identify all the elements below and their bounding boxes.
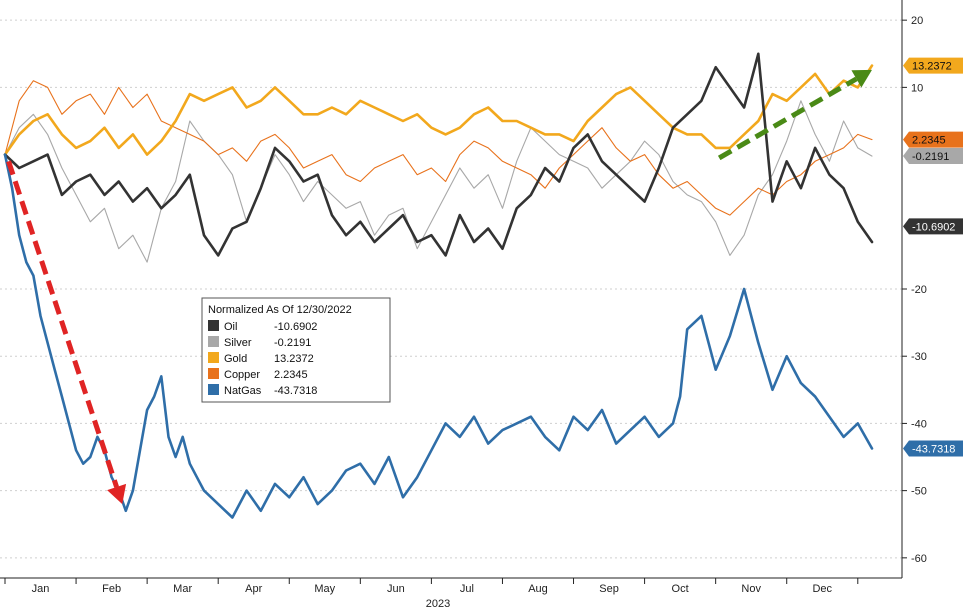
series-line-gold — [3, 64, 874, 156]
x-tick-label: Nov — [741, 583, 761, 595]
end-badge — [903, 218, 963, 235]
legend-series-value: -10.6902 — [274, 321, 317, 333]
legend-swatch — [208, 368, 219, 379]
series-line-copper — [4, 80, 873, 216]
x-tick-label: Dec — [812, 583, 832, 595]
end-badge-value: -43.7318 — [912, 443, 955, 455]
x-tick-label: Feb — [102, 583, 121, 595]
y-tick-label: 20 — [911, 15, 923, 27]
series-line-natgas — [3, 153, 874, 519]
end-badge — [903, 131, 963, 148]
series-layer — [3, 52, 874, 519]
end-badge-value: -10.6902 — [912, 221, 955, 233]
legend-series-name: NatGas — [224, 385, 262, 397]
end-badge — [903, 440, 963, 457]
series-line-silver — [4, 100, 873, 263]
legend-series-value: 13.2372 — [274, 353, 314, 365]
annotation-arrow-shaft-2 — [717, 76, 858, 161]
end-badge-value: 2.2345 — [912, 135, 946, 147]
legend-series-name: Copper — [224, 369, 260, 381]
annotation-arrow-shaft-1 — [6, 160, 119, 488]
legend-box — [201, 297, 391, 403]
x-tick-label: May — [314, 583, 335, 595]
legend-swatch — [208, 384, 219, 395]
y-tick-label: -60 — [911, 553, 927, 565]
legend-title: Normalized As Of 12/30/2022 — [208, 304, 352, 316]
legend-swatch — [208, 352, 219, 363]
y-tick-label: -30 — [911, 351, 927, 363]
x-tick-label: Jan — [32, 583, 50, 595]
series-line-oil — [3, 52, 874, 257]
legend-swatch — [208, 336, 219, 347]
annotation-arrow-head-2 — [851, 69, 872, 88]
end-value-badges: 13.2372 2.2345 -0.2191 -10.6902 -43.7318 — [903, 57, 963, 457]
legend: Normalized As Of 12/30/2022 Oil -10.6902 Si… — [201, 297, 391, 403]
x-tick-label: Sep — [599, 583, 619, 595]
legend-series-value: -0.2191 — [274, 337, 311, 349]
legend-series-name: Silver — [224, 337, 252, 349]
x-tick-label: Mar — [173, 583, 192, 595]
legend-series-value: 2.2345 — [274, 369, 308, 381]
annotation-arrows — [6, 69, 872, 505]
y-tick-label: -20 — [911, 284, 927, 296]
x-tick-label: Oct — [672, 583, 689, 595]
x-tick-label: Apr — [245, 583, 262, 595]
annotation-arrow-head-1 — [107, 483, 127, 505]
legend-series-value: -43.7318 — [274, 385, 317, 397]
x-axis-year-label: 2023 — [426, 598, 450, 610]
end-badge-value: 13.2372 — [912, 61, 952, 73]
x-axis-ticks: Jan Feb Mar Apr May Jun Jul Aug Sep Oct Nov Dec — [4, 578, 859, 595]
y-tick-label: 10 — [911, 82, 923, 94]
x-tick-label: Jun — [387, 583, 405, 595]
y-axis-ticks: 20 10 -20 -30 -40 -50 -60 — [902, 15, 927, 565]
y-tick-label: -40 — [911, 418, 927, 430]
x-tick-label: Aug — [528, 583, 548, 595]
y-tick-label: -50 — [911, 486, 927, 498]
end-badge — [903, 148, 963, 165]
end-badge-value: -0.2191 — [912, 151, 949, 163]
x-tick-label: Jul — [460, 583, 474, 595]
gridlines — [0, 19, 902, 559]
legend-series-name: Oil — [224, 321, 237, 333]
end-badge — [903, 57, 963, 74]
legend-series-name: Gold — [224, 353, 247, 365]
legend-swatch — [208, 320, 219, 331]
